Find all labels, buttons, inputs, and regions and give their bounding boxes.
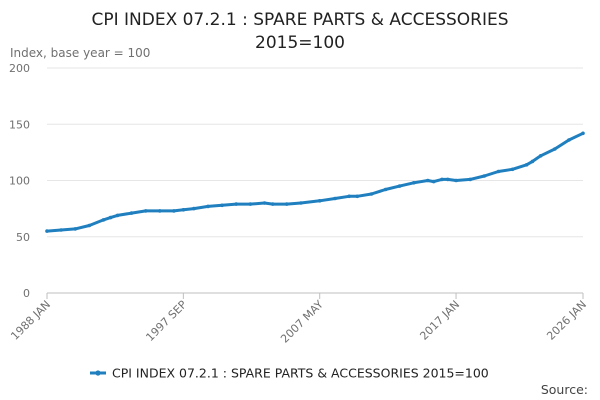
data-point[interactable] [510, 167, 515, 172]
gridlines [47, 67, 583, 238]
data-point[interactable] [285, 202, 289, 206]
data-point[interactable] [181, 208, 186, 212]
data-point[interactable] [299, 201, 303, 205]
x-tick-label: 1988 JAN [8, 298, 53, 343]
data-point[interactable] [538, 154, 543, 158]
data-point[interactable] [347, 194, 351, 199]
chart-title-line-2: 2015=100 [255, 33, 345, 53]
x-tick-labels: 1988 JAN 1997 SEP 2007 MAY 2017 JAN 2026 JAN [8, 298, 589, 346]
y-tick-label: 50 [16, 231, 30, 244]
y-tick-label: 0 [23, 287, 30, 300]
data-point[interactable] [431, 179, 436, 184]
data-point[interactable] [369, 192, 374, 196]
y-axis-label: Index, base year = 100 [10, 46, 150, 60]
data-point[interactable] [355, 194, 360, 199]
data-point[interactable] [101, 218, 106, 222]
data-point[interactable] [426, 178, 430, 183]
legend-swatch-marker [95, 370, 101, 376]
data-point[interactable] [581, 131, 585, 136]
data-point[interactable] [482, 174, 487, 178]
data-point[interactable] [333, 196, 337, 201]
data-point[interactable] [115, 213, 120, 218]
x-tick-label: 2017 JAN [417, 298, 462, 343]
data-point[interactable] [73, 227, 77, 231]
x-tick-label: 2007 MAY [278, 298, 326, 346]
y-tick-label: 100 [9, 175, 30, 188]
data-point[interactable] [383, 187, 388, 192]
data-point[interactable] [129, 211, 134, 215]
data-point[interactable] [262, 201, 267, 205]
legend[interactable]: CPI INDEX 07.2.1 : SPARE PARTS & ACCESSO… [90, 366, 489, 381]
data-point[interactable] [317, 199, 322, 203]
y-tick-label: 200 [9, 62, 30, 75]
data-point[interactable] [158, 209, 162, 213]
data-point[interactable] [192, 206, 196, 211]
data-point[interactable] [454, 178, 458, 183]
data-point[interactable] [45, 229, 49, 233]
data-point[interactable] [446, 177, 450, 182]
data-point[interactable] [108, 215, 113, 220]
data-point[interactable] [234, 202, 238, 206]
data-point[interactable] [172, 209, 176, 213]
data-point[interactable] [397, 184, 402, 188]
data-point[interactable] [440, 177, 444, 182]
chart-title-line-1: CPI INDEX 07.2.1 : SPARE PARTS & ACCESSO… [91, 10, 508, 30]
data-point[interactable] [411, 181, 416, 185]
data-point[interactable] [553, 147, 557, 151]
source-label: Source: [541, 382, 588, 397]
legend-label: CPI INDEX 07.2.1 : SPARE PARTS & ACCESSO… [112, 366, 489, 381]
axes [46, 292, 584, 299]
data-point[interactable] [248, 202, 253, 206]
y-tick-labels: 0 50 100 150 200 [9, 62, 30, 300]
data-point[interactable] [270, 202, 275, 206]
data-point[interactable] [206, 204, 210, 209]
data-point[interactable] [220, 203, 224, 208]
data-point[interactable] [87, 223, 92, 228]
data-point[interactable] [524, 163, 529, 167]
x-tick-label: 1997 SEP [143, 298, 189, 344]
data-point[interactable] [567, 138, 571, 142]
data-point[interactable] [530, 159, 535, 164]
data-point[interactable] [59, 228, 63, 232]
series-line [45, 131, 585, 233]
series-group [45, 131, 585, 233]
data-point[interactable] [468, 177, 473, 182]
x-tick-label: 2026 JAN [544, 298, 589, 343]
data-point[interactable] [496, 169, 501, 174]
y-tick-label: 150 [9, 118, 30, 131]
data-point[interactable] [143, 209, 148, 213]
